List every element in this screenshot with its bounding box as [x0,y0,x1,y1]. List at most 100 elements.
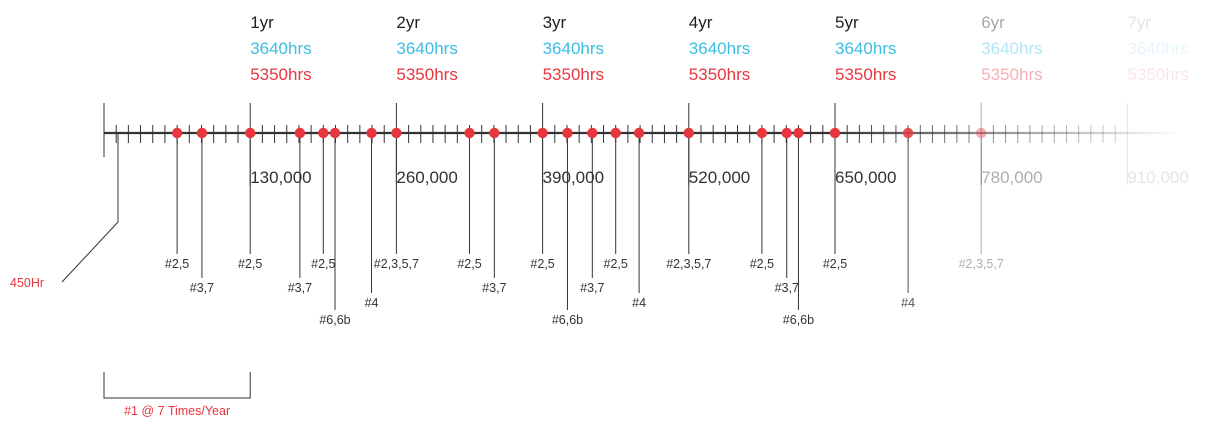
start-leader-diagonal [61,221,119,283]
service-label: #2,5 [750,257,774,271]
service-point: #6,6b [783,127,814,327]
service-label: #2,5 [165,257,189,271]
service-label: #3,7 [482,281,506,295]
service-point: #3,7 [190,127,214,295]
service-label: #3,7 [580,281,604,295]
year-7: 7yr 3640hrs 5350hrs 910,000 [1126,13,1189,187]
service-point: #3,7 [580,127,605,295]
service-point: #3,7 [288,127,312,295]
year-4: 4yr 3640hrs 5350hrs 520,000 [688,13,750,187]
year-label: 5yr [835,13,859,32]
service-dot [366,127,377,139]
year-5: 5yr 3640hrs 5350hrs 650,000 [834,13,896,187]
service-label: #2,5 [604,257,628,271]
hours-b: 5350hrs [689,65,750,84]
service-dot [610,127,621,139]
service-point: #2,5 [604,127,628,271]
year-3: 3yr 3640hrs 5350hrs 390,000 [542,13,604,187]
hours-a: 3640hrs [981,39,1042,58]
service-point: #2,3,5,7 [666,127,711,271]
hours-b: 5350hrs [250,65,311,84]
service-label: #2,3,5,7 [374,257,419,271]
service-label: #4 [901,296,915,310]
service-label: #2,3,5,7 [666,257,711,271]
service-dot [633,127,645,139]
service-dot [683,127,694,139]
mileage-label: 520,000 [689,168,750,187]
hours-a: 3640hrs [1127,39,1188,58]
service-label: #2,5 [457,257,481,271]
mileage-label: 910,000 [1127,168,1188,187]
service-dot [587,127,598,139]
service-label: #4 [365,296,379,310]
bracket-line [103,372,251,399]
start-marker: 450Hr [10,133,119,290]
service-label: #4 [632,296,646,310]
hours-b: 5350hrs [835,65,896,84]
service-point: #2,5 [165,127,189,271]
service-dot [245,127,256,139]
service-point: #3,7 [482,127,507,295]
service-point: #6,6b [319,127,351,327]
hours-a: 3640hrs [396,39,457,58]
service-label: #6,6b [319,313,350,327]
year-headers: 1yr 3640hrs 5350hrs 130,000 2yr 3640hrs 5350hr… [249,13,1189,187]
service-label: #6,6b [552,313,583,327]
hours-a: 3640hrs [835,39,896,58]
year-label: 4yr [689,13,713,32]
mileage-label: 390,000 [543,168,604,187]
mileage-label: 130,000 [250,168,311,187]
service-dot [537,127,548,139]
service-point: #2,5 [750,127,774,271]
year-label: 3yr [543,13,567,32]
year-label: 6yr [981,13,1005,32]
service-point: #6,6b [552,127,583,327]
year-6: 6yr 3640hrs 5350hrs 780,000 [980,13,1043,187]
year-1: 1yr 3640hrs 5350hrs 130,000 [249,13,312,187]
service-point: #3,7 [775,127,799,295]
service-dot [793,127,804,139]
service-point: #2,5 [238,127,262,271]
year-label: 1yr [250,13,274,32]
service-dot [976,127,987,139]
service-point: #4 [365,127,379,310]
service-dot [391,127,402,139]
service-point: #2,3,5,7 [374,127,419,271]
service-dot [829,127,841,139]
service-point: #2,5 [311,127,336,271]
service-dot [329,127,341,139]
service-dot [902,127,914,139]
bracket-label: #1 @ 7 Times/Year [124,404,230,418]
service-dot [294,127,306,139]
service-dot [196,127,208,139]
service-point: #2,5 [530,127,555,271]
hours-a: 3640hrs [689,39,750,58]
start-label: 450Hr [10,276,44,290]
hours-b: 5350hrs [396,65,457,84]
service-point: #2,5 [457,127,482,271]
service-label: #2,5 [530,257,554,271]
service-dot [562,127,573,139]
mileage-label: 780,000 [981,168,1042,187]
service-label: #2,5 [823,257,847,271]
service-dot [318,127,329,139]
service-label: #3,7 [190,281,214,295]
service-label: #2,5 [238,257,262,271]
service-dot [171,127,183,139]
service-label: #2,5 [311,257,335,271]
hours-b: 5350hrs [981,65,1042,84]
service-point: #4 [632,127,646,310]
service-points: #2,5#3,7#2,5#3,7#2,5#6,6b#4#2,3,5,7 #2,5#… [165,127,1004,327]
first-year-bracket: #1 @ 7 Times/Year [103,372,251,418]
service-dot [781,127,792,139]
mileage-label: 260,000 [396,168,457,187]
hours-a: 3640hrs [250,39,311,58]
service-label: #6,6b [783,313,814,327]
hours-b: 5350hrs [1127,65,1188,84]
hours-a: 3640hrs [543,39,604,58]
year-2: 2yr 3640hrs 5350hrs 260,000 [395,13,458,187]
service-label: #3,7 [775,281,799,295]
service-dot [489,127,500,139]
